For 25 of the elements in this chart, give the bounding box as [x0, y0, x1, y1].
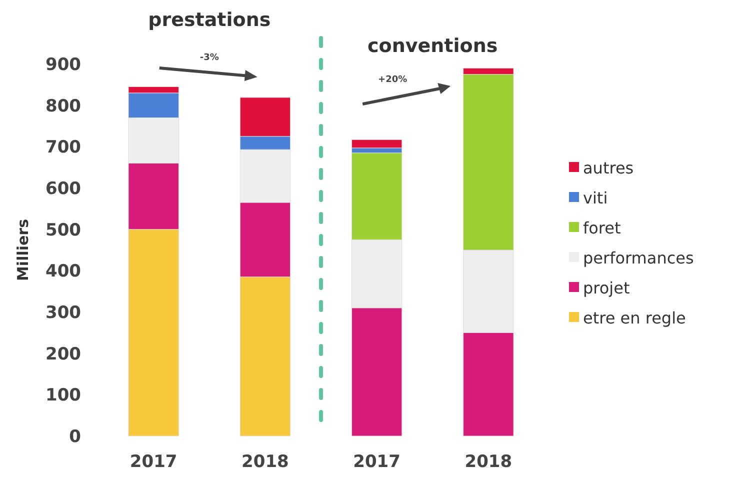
annotation: +20% [378, 75, 408, 85]
text: conventions [368, 35, 498, 57]
x-tick-label: 2018 [464, 452, 512, 472]
text: prestations [148, 9, 271, 31]
y-tick-label: 500 [46, 220, 82, 240]
x-tick-label: 2017 [353, 452, 400, 472]
y-tick-label: 200 [46, 344, 82, 364]
x-tick-label: 2017 [130, 452, 178, 472]
y-axis-title: Milliers [14, 218, 32, 281]
y-tick-label: 100 [46, 386, 82, 406]
text: -3% [200, 53, 219, 63]
y-tick-label: 300 [46, 302, 82, 323]
y-tick-label: 900 [46, 54, 82, 75]
y-tick-label: 800 [46, 96, 82, 116]
legend-label: etre en regle [583, 308, 686, 328]
y-tick-label: 400 [46, 262, 82, 282]
x-tick-label: 2018 [242, 452, 289, 472]
y-tick-label: 700 [46, 138, 82, 158]
legend-label: viti [583, 188, 608, 208]
legend-label: performances [583, 248, 694, 268]
y-tick-label: 0 [69, 426, 82, 447]
y-tick-label: 600 [46, 178, 82, 199]
legend-label: autres [583, 158, 634, 178]
legend-label: foret [583, 218, 621, 238]
legend-label: projet [583, 278, 630, 298]
